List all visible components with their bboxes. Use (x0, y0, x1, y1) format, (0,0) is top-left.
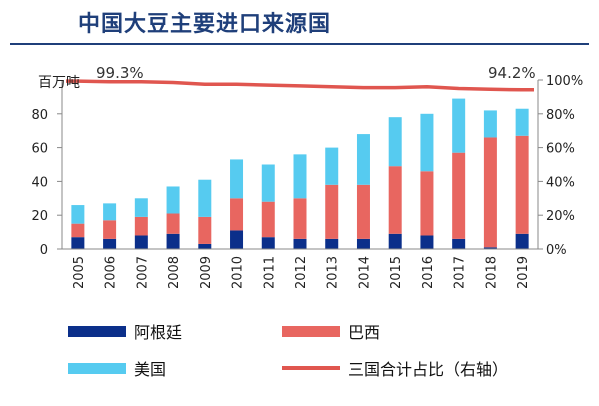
bar-brazil-2006 (103, 220, 117, 239)
bar-usa-2008 (166, 186, 180, 214)
bar-brazil-2012 (293, 198, 307, 239)
legend-swatch-brazil (282, 325, 340, 337)
bar-usa-2009 (198, 179, 212, 217)
bar-brazil-2009 (198, 216, 212, 244)
y2-tick-label-0: 0% (546, 243, 567, 258)
bar-brazil-2011 (261, 201, 275, 238)
bar-argentina-2005 (71, 237, 85, 249)
share-line-layer (66, 79, 534, 92)
y-tick-label-0: 0 (40, 243, 48, 258)
bar-brazil-2016 (420, 171, 434, 236)
bar-usa-2013 (325, 147, 339, 185)
bar-argentina-2012 (293, 238, 307, 249)
legend-swatch-usa (68, 362, 126, 374)
x-tick-label-2008: 2008 (167, 256, 182, 289)
legend-item-usa: 美国 (68, 356, 166, 380)
bar-argentina-2019 (515, 233, 529, 249)
bar-usa-2007 (134, 198, 148, 217)
label-layer: 百万吨 99.3% 94.2% (38, 64, 536, 91)
y2-tick-label-2: 40% (546, 175, 575, 190)
legend-label-argentina: 阿根廷 (134, 323, 183, 342)
x-tick-label-2011: 2011 (262, 256, 277, 289)
annotation-end-share: 94.2% (488, 64, 536, 82)
bar-argentina-2010 (230, 230, 244, 249)
legend-swatch-argentina (68, 325, 126, 337)
legend-item-share: 三国合计占比（右轴） (282, 356, 508, 380)
x-tick-label-2018: 2018 (484, 256, 499, 289)
legend-label-share: 三国合计占比（右轴） (348, 360, 509, 379)
bar-argentina-2006 (103, 238, 117, 249)
bar-usa-2005 (71, 205, 85, 224)
x-tick-label-2012: 2012 (294, 256, 309, 289)
x-tick-label-2010: 2010 (231, 256, 246, 289)
bar-usa-2010 (230, 159, 244, 199)
share-line (66, 79, 534, 92)
bar-argentina-2014 (356, 238, 370, 249)
bar-brazil-2019 (515, 135, 529, 234)
y-tick-label-40: 40 (31, 175, 48, 190)
title-divider (10, 43, 589, 45)
bar-usa-2011 (261, 164, 275, 202)
bar-argentina-2009 (198, 243, 212, 249)
y2-tick-label-5: 100% (546, 74, 583, 89)
annotation-start-share: 99.3% (96, 64, 144, 82)
y2-tick-label-1: 20% (546, 209, 575, 224)
bar-brazil-2014 (356, 184, 370, 239)
y2-tick-label-4: 80% (546, 108, 575, 123)
y-tick-label-20: 20 (31, 209, 48, 224)
x-tick-label-2014: 2014 (357, 256, 372, 289)
bar-brazil-2013 (325, 184, 339, 239)
legend-label-usa: 美国 (134, 360, 167, 379)
bar-brazil-2008 (166, 213, 180, 234)
x-tick-label-2015: 2015 (389, 256, 404, 289)
bar-usa-2018 (483, 110, 497, 138)
x-tick-label-2013: 2013 (326, 256, 341, 289)
y2-tick-label-3: 60% (546, 142, 575, 157)
bar-argentina-2008 (166, 233, 180, 249)
bar-usa-2006 (103, 203, 117, 221)
bar-usa-2012 (293, 154, 307, 199)
bar-brazil-2005 (71, 223, 85, 238)
bar-brazil-2015 (388, 166, 402, 234)
legend-label-brazil: 巴西 (348, 323, 381, 342)
x-tick-label-2007: 2007 (135, 256, 150, 289)
bar-brazil-2010 (230, 198, 244, 231)
bar-usa-2014 (356, 134, 370, 185)
legend-item-brazil: 巴西 (282, 319, 380, 343)
legend-swatch-share (282, 366, 340, 370)
x-tick-label-2006: 2006 (104, 256, 119, 289)
x-tick-label-2017: 2017 (453, 256, 468, 289)
chart-title: 中国大豆主要进口来源国 (78, 12, 332, 37)
bar-brazil-2018 (483, 137, 497, 248)
legend-item-argentina: 阿根廷 (68, 319, 182, 343)
bar-layer (71, 98, 529, 249)
y-tick-label-60: 60 (31, 142, 48, 157)
bar-argentina-2015 (388, 233, 402, 249)
y-axis-unit-label: 百万吨 (38, 75, 80, 91)
bar-usa-2016 (420, 113, 434, 172)
bar-argentina-2013 (325, 238, 339, 249)
bar-brazil-2017 (452, 152, 466, 239)
bar-usa-2019 (515, 108, 529, 136)
bar-brazil-2007 (134, 216, 148, 236)
x-tick-label-2019: 2019 (516, 256, 531, 289)
bar-usa-2017 (452, 98, 466, 153)
bar-argentina-2007 (134, 235, 148, 249)
bar-argentina-2017 (452, 238, 466, 249)
axis-layer: 0 20 40 60 80 0% 20% 40% 60% 80% 100% 2005 2006 2007 2… (31, 74, 583, 289)
x-tick-label-2016: 2016 (421, 256, 436, 289)
x-tick-label-2005: 2005 (72, 256, 87, 289)
x-tick-label-2009: 2009 (199, 256, 214, 289)
bar-usa-2015 (388, 117, 402, 167)
bar-argentina-2011 (261, 237, 275, 249)
y-tick-label-80: 80 (31, 108, 48, 123)
bar-argentina-2018 (483, 247, 497, 249)
bar-argentina-2016 (420, 235, 434, 249)
